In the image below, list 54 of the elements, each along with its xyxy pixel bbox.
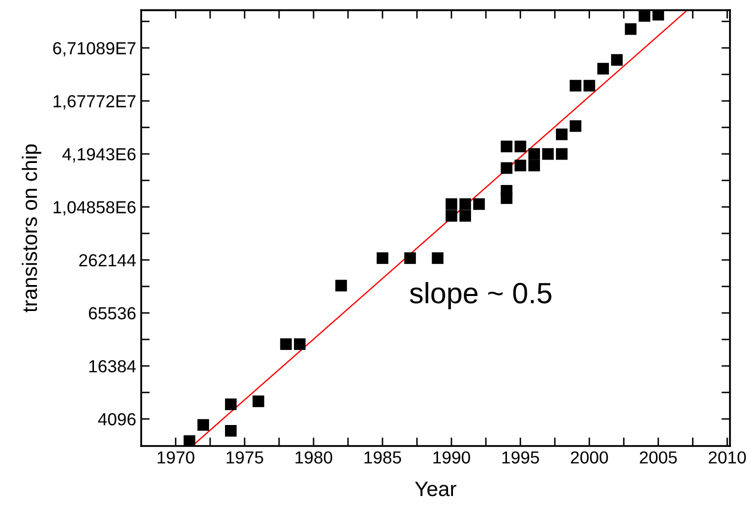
point <box>446 210 458 222</box>
annotation: slope ~ 0.5 <box>410 282 552 310</box>
y-tick-label: 65536 <box>88 307 136 320</box>
point <box>335 280 347 292</box>
point <box>514 160 526 172</box>
point <box>570 80 582 92</box>
x-tick-label: 1985 <box>364 451 402 464</box>
y-tick-label: 1,04858E6 <box>54 201 136 216</box>
x-tick-label: 1995 <box>502 451 539 464</box>
point <box>611 54 623 66</box>
point <box>376 252 388 264</box>
y-tick-label: 4096 <box>98 413 136 426</box>
point <box>514 140 526 152</box>
x-tick-label: 2000 <box>570 451 608 464</box>
point <box>556 128 568 140</box>
x-tick-label: 2005 <box>640 451 677 464</box>
y-tick-label: 16384 <box>89 360 136 372</box>
point <box>597 62 609 74</box>
point <box>500 162 512 174</box>
y-tick-label: 4,1943E6 <box>62 148 136 162</box>
point <box>252 396 264 408</box>
point <box>570 120 582 132</box>
point <box>294 338 306 350</box>
point <box>638 10 650 22</box>
point <box>652 10 664 21</box>
point <box>528 148 540 160</box>
point <box>459 210 472 222</box>
point <box>528 160 540 172</box>
point <box>624 23 636 35</box>
x-tick-label: 2010 <box>708 451 746 464</box>
point <box>459 198 472 210</box>
point <box>556 148 568 160</box>
point <box>584 80 596 92</box>
point <box>280 338 292 350</box>
y-tick-label: 6,71089E7 <box>53 42 136 56</box>
point <box>404 252 416 264</box>
point <box>473 198 485 210</box>
point <box>225 398 237 410</box>
y-axis-title: transistors on chip <box>22 144 42 312</box>
point <box>500 192 512 204</box>
x-tick-label: 1970 <box>158 451 194 464</box>
x-tick-label: 1980 <box>296 451 332 464</box>
point <box>500 140 512 152</box>
point <box>197 419 210 431</box>
point <box>225 425 237 437</box>
point <box>446 198 458 210</box>
point <box>432 252 444 264</box>
x-tick-label: 1990 <box>433 451 470 464</box>
x-tick-label: 1975 <box>226 451 264 464</box>
y-tick-label: 262144 <box>79 254 136 266</box>
point <box>542 148 554 160</box>
y-tick-label: 1,67772E7 <box>54 95 136 110</box>
point <box>184 435 196 446</box>
x-axis-title: Year <box>414 482 456 496</box>
